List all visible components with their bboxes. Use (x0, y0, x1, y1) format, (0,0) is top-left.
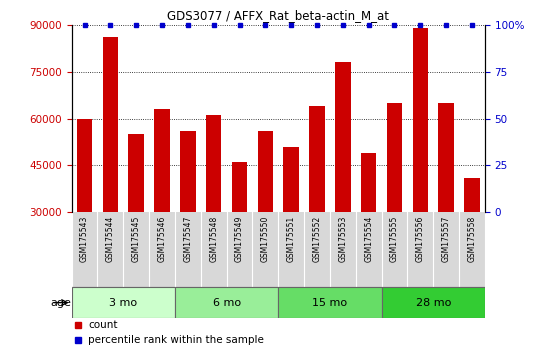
Text: GSM175543: GSM175543 (80, 216, 89, 262)
Text: GSM175544: GSM175544 (106, 216, 115, 262)
Text: GSM175551: GSM175551 (287, 216, 296, 262)
Bar (439, 103, 454, 306)
Text: GSM175556: GSM175556 (416, 216, 425, 262)
Text: GSM175549: GSM175549 (235, 216, 244, 262)
Bar (335, 62, 350, 306)
Bar (102, 37, 118, 306)
Text: percentile rank within the sample: percentile rank within the sample (88, 335, 264, 345)
Text: age: age (51, 298, 72, 308)
Text: 15 mo: 15 mo (312, 298, 348, 308)
Text: 3 mo: 3 mo (109, 298, 137, 308)
Bar (232, 162, 247, 306)
Text: GSM175552: GSM175552 (312, 216, 321, 262)
Text: GSM175558: GSM175558 (467, 216, 477, 262)
Text: GSM175550: GSM175550 (261, 216, 270, 262)
Text: 6 mo: 6 mo (213, 298, 241, 308)
Bar (413, 28, 428, 306)
Bar (283, 147, 299, 306)
Bar (257, 131, 273, 306)
Bar (278, 287, 381, 318)
Bar (180, 131, 196, 306)
Text: GSM175557: GSM175557 (442, 216, 451, 262)
Text: GSM175554: GSM175554 (364, 216, 373, 262)
Bar (361, 153, 376, 306)
Title: GDS3077 / AFFX_Rat_beta-actin_M_at: GDS3077 / AFFX_Rat_beta-actin_M_at (168, 9, 389, 22)
Bar (175, 287, 278, 318)
Bar (464, 178, 480, 306)
Text: 28 mo: 28 mo (415, 298, 451, 308)
Bar (206, 115, 222, 306)
Bar (154, 109, 170, 306)
Text: GSM175548: GSM175548 (209, 216, 218, 262)
Text: GSM175545: GSM175545 (132, 216, 141, 262)
Text: GSM175546: GSM175546 (158, 216, 166, 262)
Text: GSM175547: GSM175547 (183, 216, 192, 262)
Bar (77, 119, 93, 306)
Text: count: count (88, 320, 118, 330)
Bar (72, 287, 175, 318)
Bar (309, 106, 325, 306)
Text: GSM175553: GSM175553 (338, 216, 347, 262)
Bar (381, 287, 485, 318)
Bar (387, 103, 402, 306)
Bar (128, 134, 144, 306)
Text: GSM175555: GSM175555 (390, 216, 399, 262)
